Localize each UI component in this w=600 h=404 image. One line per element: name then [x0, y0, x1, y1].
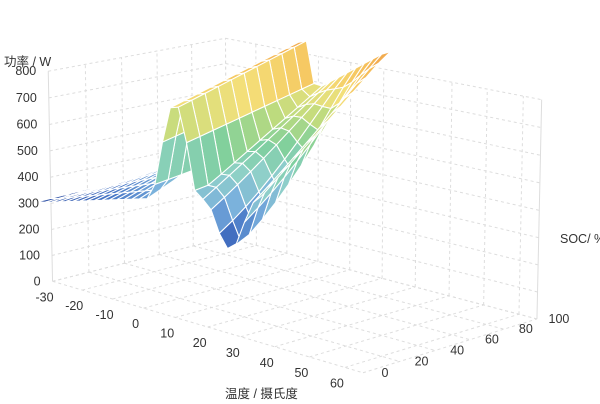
svg-text:功率 / W: 功率 / W: [4, 54, 51, 69]
svg-text:40: 40: [450, 343, 464, 357]
svg-text:80: 80: [519, 322, 533, 336]
svg-text:60: 60: [485, 333, 499, 347]
svg-text:60: 60: [330, 376, 344, 390]
svg-text:0: 0: [132, 317, 139, 331]
svg-text:40: 40: [260, 356, 274, 370]
svg-text:0: 0: [34, 274, 41, 288]
svg-text:SOC/ %: SOC/ %: [560, 232, 600, 246]
svg-text:100: 100: [549, 312, 570, 326]
svg-text:-30: -30: [36, 290, 54, 304]
svg-text:500: 500: [17, 144, 38, 158]
svg-text:400: 400: [18, 170, 39, 184]
svg-text:100: 100: [19, 248, 40, 262]
svg-text:300: 300: [18, 196, 39, 210]
svg-text:20: 20: [193, 336, 207, 350]
svg-text:-10: -10: [96, 308, 114, 322]
svg-text:200: 200: [19, 223, 40, 237]
svg-text:700: 700: [16, 91, 37, 105]
svg-text:温度 / 摄氏度: 温度 / 摄氏度: [225, 386, 298, 401]
svg-text:20: 20: [415, 354, 429, 368]
svg-text:0: 0: [382, 366, 389, 380]
svg-text:30: 30: [226, 346, 240, 360]
svg-text:50: 50: [294, 366, 308, 380]
svg-text:600: 600: [16, 117, 37, 131]
svg-text:10: 10: [160, 326, 174, 340]
svg-text:-20: -20: [65, 299, 83, 313]
